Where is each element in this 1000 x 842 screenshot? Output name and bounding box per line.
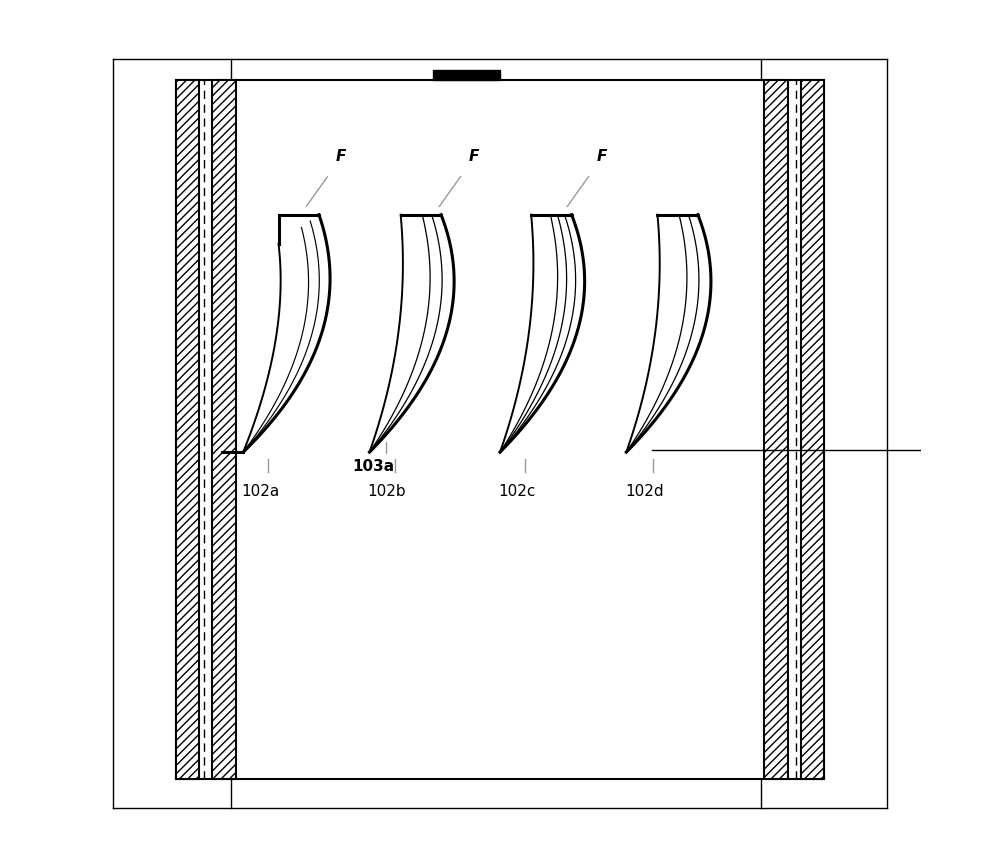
Bar <box>176 80 824 779</box>
Text: 103a: 103a <box>353 459 395 474</box>
Bar <box>433 70 500 80</box>
Text: F: F <box>336 149 346 164</box>
Bar <box>801 80 824 779</box>
Text: F: F <box>469 149 479 164</box>
Text: 102d: 102d <box>626 484 664 499</box>
Bar <box>212 80 236 779</box>
Text: 102a: 102a <box>241 484 279 499</box>
Bar <box>764 80 788 779</box>
Text: 102c: 102c <box>498 484 536 499</box>
Text: F: F <box>597 149 607 164</box>
Text: 102b: 102b <box>367 484 406 499</box>
Bar <box>176 80 199 779</box>
